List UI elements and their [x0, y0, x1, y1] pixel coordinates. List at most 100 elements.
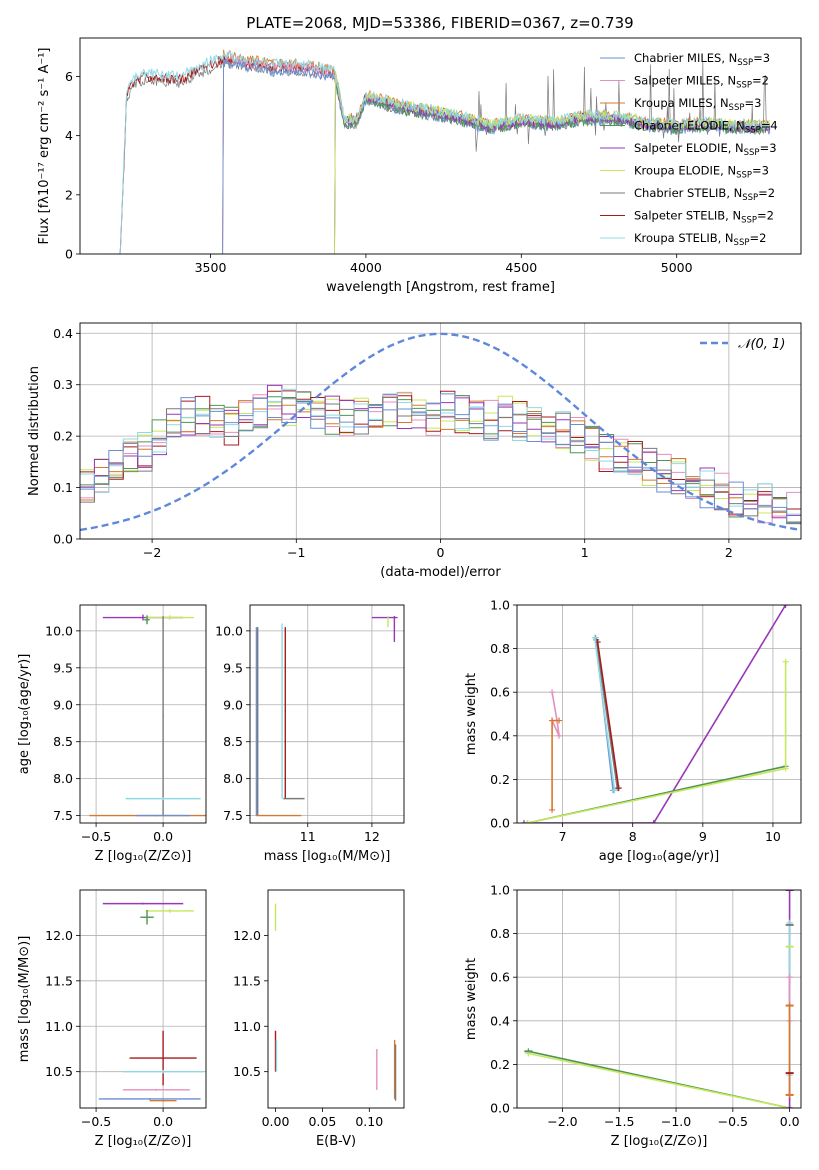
x-tick-label: 12: [364, 829, 380, 844]
legend-label-main: Kroupa MILES, N: [634, 96, 729, 110]
y-tick-label: 0.2: [490, 1057, 510, 1072]
weight-marker-salpeter_elodie: [786, 890, 793, 893]
legend-label-suffix: =3: [752, 164, 769, 178]
legend-label-main: Salpeter STELIB, N: [634, 209, 741, 223]
legend-label-suffix: =3: [744, 96, 761, 110]
axes-7: 0.00 0.05 0.10 10.5 11.0 11.5 12.0 E(B-V): [233, 889, 405, 1149]
y-tick-label: 0.6: [490, 970, 510, 985]
y-tick-label: 1.0: [490, 883, 510, 898]
axes-3: −0.5 0.0 7.5 8.0 8.5 9.0 9.5 10.0 Z [log₁₀(Z/Z⊙)…: [17, 604, 207, 864]
x-tick-label: 4000: [350, 260, 382, 275]
histogram-chabrier_stelib: [80, 396, 801, 524]
spectrum-line-chabrier_stelib: [98, 58, 771, 254]
spectrum-line-salpeter_miles: [98, 55, 771, 254]
x-tick-label: −1.0: [661, 1114, 691, 1129]
weight-line-kroupa_stelib: [594, 637, 616, 791]
y-tick-label: 9.0: [53, 697, 73, 712]
x-axis-label: age [log₁₀(age/yr)]: [599, 849, 720, 864]
legend-label-sub: SSP: [737, 58, 753, 68]
legend-label: Chabrier STELIB, NSSP=2: [634, 186, 775, 203]
axes-8: −2.0 −1.5 −1.0 −0.5 0.0 0.0 0.2 0.4 0.6 0.8 1.0 Z […: [464, 883, 802, 1149]
weight-line-salpeter_elodie: [524, 605, 787, 823]
y-tick-label: 0: [65, 247, 73, 262]
x-tick-label: 0.0: [153, 1114, 173, 1129]
plot-area: [250, 605, 404, 823]
legend-label-sub: SSP: [729, 103, 745, 113]
legend-label-sub: SSP: [736, 81, 752, 91]
axes-frame: [79, 889, 207, 1109]
axes-6: −0.5 0.0 10.5 11.0 11.5 12.0 Z [log₁₀(Z/Z⊙)] ma…: [17, 889, 207, 1149]
plot-area: [274, 903, 397, 1101]
y-axis-label: age [log₁₀(age/yr)]: [17, 654, 32, 775]
x-tick-label: −0.5: [81, 1114, 111, 1129]
legend-label: Kroupa MILES, NSSP=3: [634, 96, 761, 113]
y-tick-label: 10.5: [45, 1064, 73, 1079]
legend-label-main: Chabrier ELODIE, N: [634, 119, 745, 133]
weight-marker-kroupa_stelib: [591, 634, 598, 641]
y-tick-label: 0.1: [53, 480, 73, 495]
y-tick-label: 9.0: [223, 697, 243, 712]
weight-marker-salpeter_elodie: [521, 820, 528, 823]
y-tick-label: 0.8: [490, 641, 510, 656]
y-tick-label: 0.6: [490, 685, 510, 700]
axes-frame: [249, 604, 405, 824]
x-tick-label: −0.5: [718, 1114, 748, 1129]
y-axis-label: Normed distribution: [27, 366, 42, 496]
x-tick-label: 0: [437, 545, 445, 560]
y-axis-label: mass weight: [464, 958, 479, 1040]
plot-area: [517, 605, 801, 823]
x-tick-label: 4500: [505, 260, 537, 275]
weight-marker-salpeter_miles: [556, 732, 563, 739]
x-axis-label: E(B-V): [316, 1134, 356, 1149]
x-tick-label: 5000: [661, 260, 693, 275]
chart-title: PLATE=2068, MJD=53386, FIBERID=0367, z=0…: [246, 14, 633, 32]
legend-label-sub: SSP: [734, 238, 750, 248]
legend-label-suffix: =2: [757, 209, 774, 223]
y-tick-label: 4: [65, 128, 73, 143]
y-tick-label: 0.2: [53, 429, 73, 444]
legend-label: Chabrier ELODIE, NSSP=4: [634, 119, 778, 136]
x-tick-label: 9: [699, 829, 707, 844]
plot-area: [80, 890, 206, 1108]
x-tick-label: −1.5: [604, 1114, 634, 1129]
y-tick-label: 0.3: [53, 377, 73, 392]
weight-marker-kroupa_elodie: [524, 820, 531, 823]
axes-2: −2 −1 0 1 2 0.0 0.1 0.2 0.3 0.4 (data-model)/error…: [27, 322, 802, 580]
y-tick-label: 10.0: [45, 623, 73, 638]
axes-5: 7 8 9 10 0.0 0.2 0.4 0.6 0.8 1.0 age [log₁₀(age/yr…: [464, 598, 802, 864]
spectrum-line-kroupa_stelib: [98, 50, 771, 254]
weight-marker-salpeter_stelib: [615, 785, 622, 792]
y-tick-label: 10.5: [233, 1064, 261, 1079]
x-tick-label: 11: [300, 829, 316, 844]
legend-label: Salpeter ELODIE, NSSP=3: [634, 141, 777, 158]
x-tick-label: 0.0: [780, 1114, 800, 1129]
y-tick-label: 2: [65, 187, 73, 202]
legend-label-suffix: =2: [758, 186, 775, 200]
legend-label-suffix: =2: [752, 74, 769, 88]
weight-marker-kroupa_elodie: [782, 765, 789, 772]
legend-label: Chabrier MILES, NSSP=3: [634, 51, 770, 68]
y-tick-label: 8.5: [53, 734, 73, 749]
weight-marker-kroupa_stelib: [611, 787, 618, 794]
legend-label-suffix: =3: [753, 51, 770, 65]
weight-marker-salpeter_miles: [549, 689, 556, 696]
legend-label-main: Salpeter MILES, N: [634, 74, 736, 88]
weight-line-salpeter_stelib: [596, 641, 620, 789]
legend-label-suffix: =2: [749, 231, 766, 245]
y-tick-label: 6: [65, 69, 73, 84]
weight-marker-kroupa_miles: [556, 717, 563, 724]
y-tick-label: 9.5: [53, 660, 73, 675]
legend-label-main: Kroupa ELODIE, N: [634, 164, 736, 178]
legend-label-main: Kroupa STELIB, N: [634, 231, 734, 245]
plot-area: [517, 890, 801, 1108]
y-axis-label: Flux [fλ10⁻¹⁷ erg cm⁻² s⁻¹ A⁻¹]: [37, 48, 52, 245]
y-tick-label: 12.0: [233, 928, 261, 943]
plot-area: [80, 605, 206, 823]
x-tick-label: 0.0: [153, 829, 173, 844]
axes-frame: [79, 604, 207, 824]
x-tick-label: 10: [765, 829, 781, 844]
weight-line-salpeter_miles: [551, 692, 560, 737]
legend-label-main: Chabrier MILES, N: [634, 51, 737, 65]
x-tick-label: −0.5: [81, 829, 111, 844]
